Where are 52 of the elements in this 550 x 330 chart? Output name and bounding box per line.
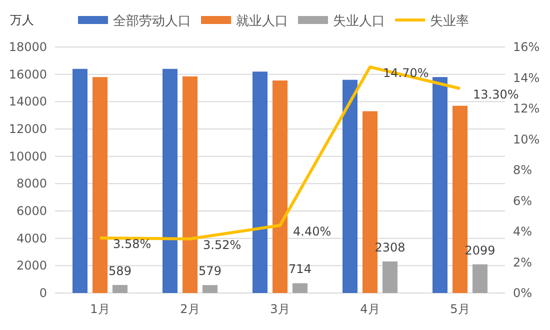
bar: [362, 111, 378, 293]
y2-tick-label: 8%: [513, 163, 532, 177]
bar: [272, 80, 288, 293]
legend-label: 失业率: [430, 13, 469, 29]
y-tick-label: 12000: [8, 122, 47, 136]
y2-tick-label: 6%: [513, 194, 532, 208]
y2-tick-label: 4%: [513, 224, 532, 238]
legend-label: 全部劳动人口: [113, 14, 191, 29]
line-series: [98, 65, 462, 240]
data-label: 3.58%: [113, 236, 152, 251]
data-label: 579: [198, 264, 222, 278]
x-tick-label: 1月: [90, 302, 110, 316]
bar: [452, 106, 468, 293]
y-tick-label: 2000: [16, 258, 47, 273]
y-tick-label: 16000: [8, 67, 47, 82]
y2-tick-label: 16%: [513, 40, 540, 54]
y2-tick-label: 14%: [513, 70, 540, 85]
y-tick-label: 0: [39, 286, 47, 300]
y-tick-label: 18000: [8, 40, 47, 54]
bar: [162, 68, 178, 293]
bar: [382, 261, 398, 293]
y-tick-label: 4000: [16, 231, 47, 246]
y-tick-label: 6000: [16, 204, 47, 218]
y-tick-label: 8000: [16, 176, 47, 191]
data-label: 4.40%: [293, 224, 332, 238]
bar: [112, 284, 128, 293]
data-label: 3.52%: [203, 238, 242, 252]
y-axis-title: 万人: [10, 13, 34, 27]
y-tick-label: 14000: [8, 94, 47, 109]
y2-tick-label: 12%: [513, 102, 540, 116]
data-label: 13.30%: [473, 88, 519, 102]
bar: [432, 77, 448, 293]
legend-label: 就业人口: [236, 14, 288, 29]
bar: [182, 76, 198, 293]
legend-label: 失业人口: [333, 14, 385, 29]
bar: [292, 283, 308, 293]
x-tick-label: 2月: [180, 302, 200, 316]
data-label: 714: [288, 262, 312, 276]
y-tick-label: 10000: [8, 149, 47, 164]
bar: [202, 285, 218, 293]
y2-tick-label: 10%: [513, 132, 540, 146]
bar: [472, 264, 488, 293]
y2-tick-label: 0%: [513, 286, 532, 300]
data-label: 589: [108, 264, 132, 278]
bar: [342, 80, 358, 293]
y2-tick-label: 2%: [513, 255, 532, 270]
x-tick-label: 3月: [270, 302, 290, 316]
bar: [72, 68, 88, 293]
bar: [92, 77, 108, 293]
bar: [252, 72, 268, 293]
x-tick-label: 4月: [360, 302, 380, 316]
x-tick-label: 5月: [450, 302, 470, 316]
